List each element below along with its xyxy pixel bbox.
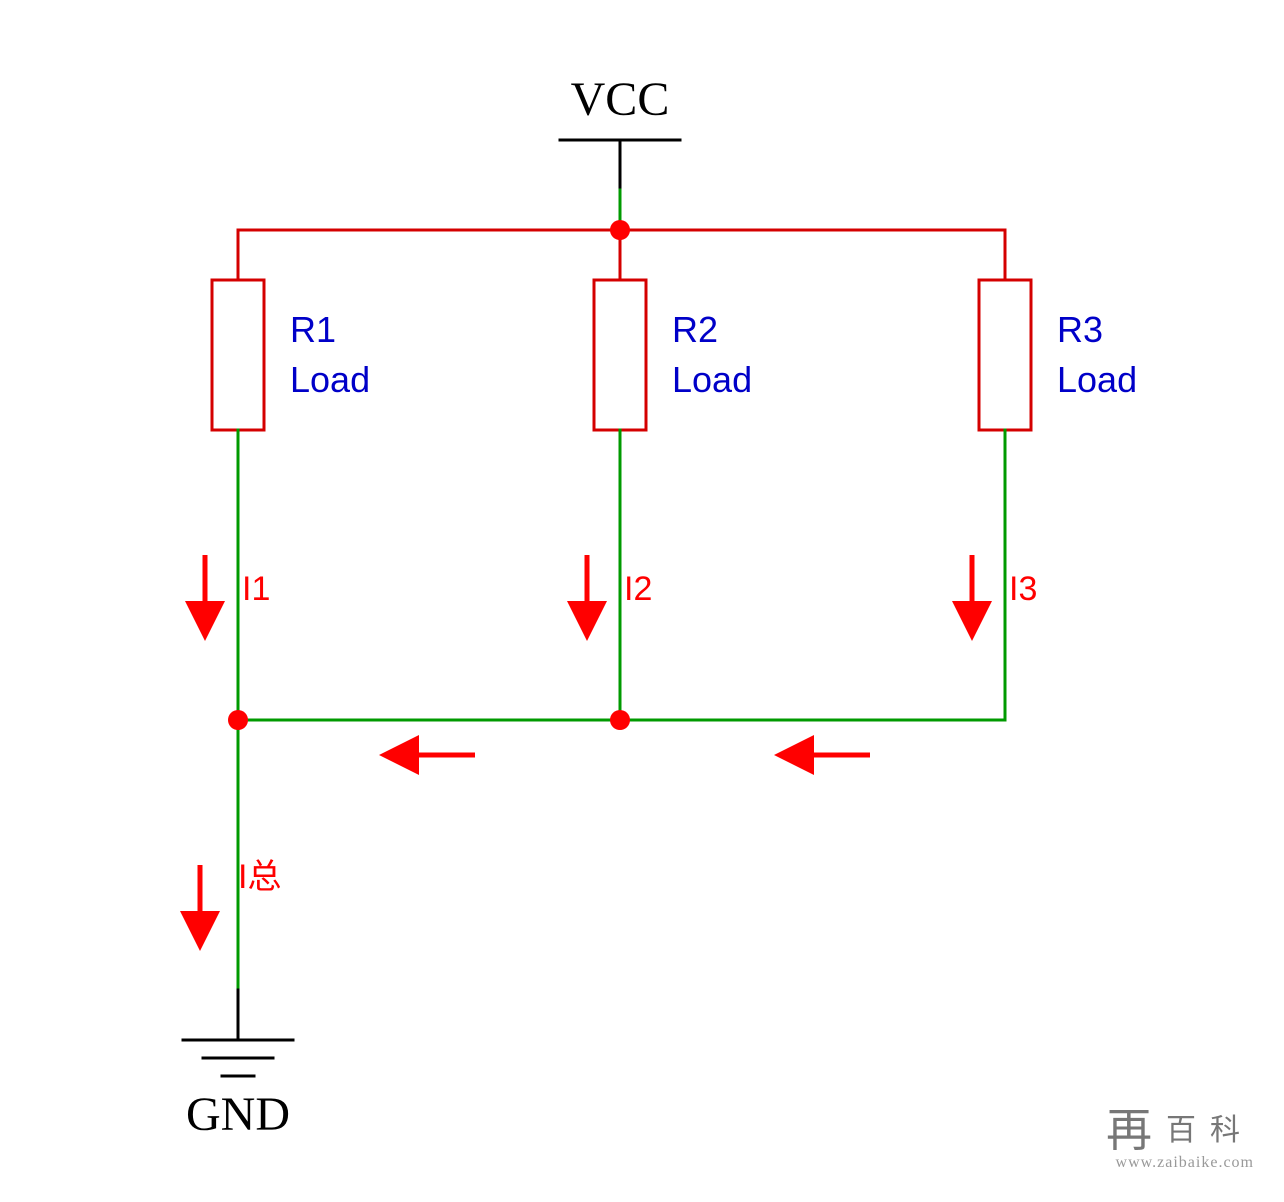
label-r2: R2 bbox=[672, 309, 718, 350]
watermark: 再 百科 www.zaibaike.com bbox=[1106, 1088, 1254, 1172]
current-label-itotal: I总 bbox=[238, 858, 281, 896]
junction-node bbox=[610, 710, 630, 730]
vcc-label: VCC bbox=[571, 73, 670, 126]
label-r1-load: Load bbox=[290, 359, 370, 400]
label-r2-load: Load bbox=[672, 359, 752, 400]
watermark-logo: 再 bbox=[1106, 1094, 1152, 1160]
watermark-cn: 百科 bbox=[1166, 1114, 1254, 1147]
label-r3: R3 bbox=[1057, 309, 1103, 350]
resistor-r3 bbox=[979, 280, 1031, 430]
current-label-i2: I2 bbox=[624, 570, 652, 608]
resistor-r1 bbox=[212, 280, 264, 430]
gnd-label: GND bbox=[186, 1088, 290, 1141]
label-r1: R1 bbox=[290, 309, 336, 350]
resistor-r2 bbox=[594, 280, 646, 430]
label-r3-load: Load bbox=[1057, 359, 1137, 400]
current-label-i3: I3 bbox=[1009, 570, 1037, 608]
junction-node bbox=[610, 220, 630, 240]
circuit-diagram: VCC R1 Load I1 R2 Load I2 R3 Load I3 I总 GND bbox=[0, 0, 1284, 1202]
junction-node bbox=[228, 710, 248, 730]
current-label-i1: I1 bbox=[242, 570, 270, 608]
